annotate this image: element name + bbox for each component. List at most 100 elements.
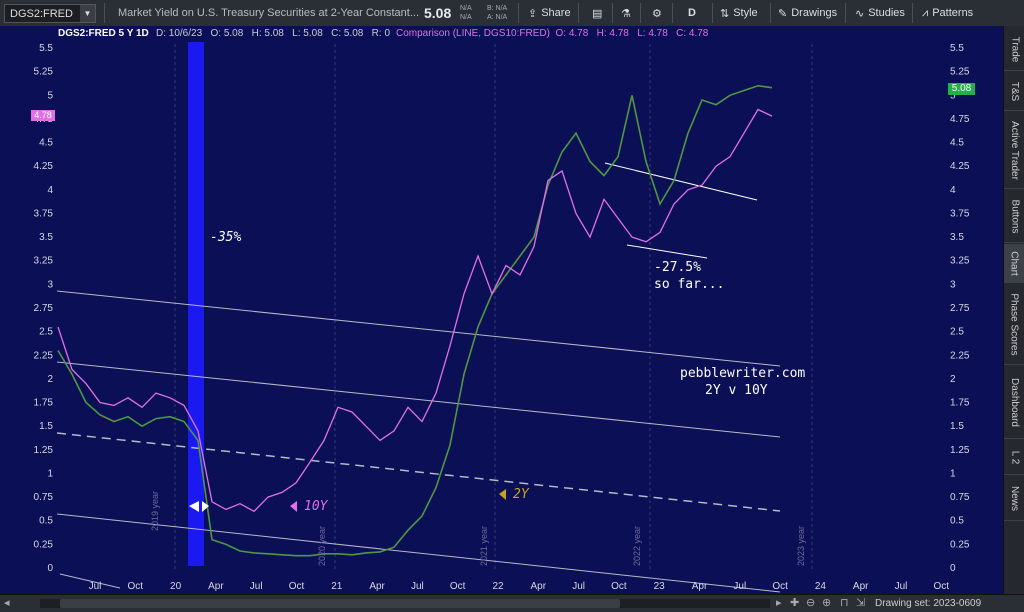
pencil-icon: ✎ — [778, 7, 788, 20]
x-axis: Jul Oct 20 Apr Jul Oct 21 Apr Jul Oct 22 Apr Jul Oct 2… — [89, 581, 950, 592]
share-button[interactable]: ⇪ Share — [528, 0, 571, 26]
tab-l-2[interactable]: L 2 — [1004, 440, 1024, 475]
trend-line-bottom — [626, 244, 708, 259]
y-tick-right: 4 — [950, 185, 956, 196]
style-button[interactable]: ⇅ Style — [720, 0, 758, 26]
zoom-in-icon[interactable]: ⊕ — [822, 597, 832, 609]
y-tick-right: 4.5 — [950, 138, 964, 149]
y-tick-left: 5 — [47, 90, 53, 101]
covid-highlight-band — [188, 42, 204, 566]
x-tick: Jul — [895, 581, 908, 592]
aggregation-button[interactable]: D — [688, 7, 696, 19]
chart-svg[interactable]: 5.5 5.25 5 4.75 4.5 4.25 4 3.75 3.5 3.25 3 2.75 2.5 2… — [0, 26, 1003, 594]
label-10y: 10Y — [304, 499, 328, 514]
zoom-icon[interactable]: ✚ — [790, 597, 800, 609]
year-marker-2020: 2020 year — [317, 525, 327, 566]
ohlc-readout: D: 10/6/23 O: 5.08 H: 5.08 L: 5.08 C: 5.… — [156, 28, 391, 39]
tab-phase-scores[interactable]: Phase Scores — [1004, 284, 1024, 365]
y-tick-right: 0 — [950, 563, 956, 574]
price-tag-left: 4.78 — [31, 110, 55, 121]
marker-right-icon — [202, 501, 209, 512]
x-tick: Oct — [289, 581, 305, 592]
flask-icon[interactable]: ⚗ — [621, 7, 631, 20]
x-tick: Apr — [692, 581, 708, 592]
y-tick-left: 2.75 — [34, 303, 54, 314]
x-tick: 21 — [331, 581, 343, 592]
tab-label: Chart — [1009, 250, 1021, 276]
tab-buttons[interactable]: Buttons — [1004, 190, 1024, 243]
y-tick-right: 4.75 — [950, 114, 970, 125]
share-icon: ⇪ — [528, 7, 538, 20]
toolbar: DGS2:FRED ▼ Market Yield on U.S. Treasur… — [0, 0, 1024, 27]
style-label: Style — [733, 7, 758, 19]
tab-label: Trade — [1009, 36, 1021, 62]
drawing-set-label[interactable]: Drawing set: 2023-0609 — [875, 598, 982, 609]
studies-button[interactable]: ∿ Studies — [855, 0, 905, 26]
symbol-description: Market Yield on U.S. Treasury Securities… — [118, 7, 420, 19]
symbol-text: DGS2:FRED — [10, 7, 73, 20]
tab-chart[interactable]: Chart — [1004, 244, 1024, 283]
y-tick-left: 0.25 — [34, 539, 54, 550]
time-scrollbar-thumb[interactable] — [60, 599, 620, 608]
tab-trade[interactable]: Trade — [1004, 28, 1024, 71]
annotation-drop: -35% — [210, 230, 242, 245]
channel-line-top — [56, 290, 781, 367]
tab-label: Buttons — [1009, 199, 1021, 233]
gear-icon[interactable]: ⚙ — [652, 7, 662, 20]
y-tick-left: 0.5 — [39, 516, 53, 527]
annotation-drawdown-2: so far... — [654, 277, 725, 292]
site-label-2: 2Y v 10Y — [705, 383, 768, 398]
y-tick-right: 4.25 — [950, 161, 970, 172]
scroll-right-icon[interactable]: ▸ — [776, 597, 782, 609]
y-tick-left: 3.25 — [34, 256, 54, 267]
tab-dashboard[interactable]: Dashboard — [1004, 366, 1024, 439]
channel-line-lower — [56, 513, 781, 593]
price-tag-right: 5.08 — [948, 83, 975, 95]
drawings-button[interactable]: ✎ Drawings — [778, 0, 837, 26]
y-tick-left: 4.5 — [39, 138, 53, 149]
series-line-2y-down — [57, 85, 773, 557]
y-tick-right: 0.5 — [950, 516, 964, 527]
bottom-bar: ◂ ▸ ✚ ⊖ ⊕ ⊓ ⇲ Drawing set: 2023-0609 — [0, 594, 1024, 612]
symbol-selector[interactable]: DGS2:FRED ▼ — [4, 4, 96, 23]
studies-label: Studies — [868, 7, 905, 19]
chart-title: DGS2:FRED 5 Y 1D — [58, 28, 149, 39]
y-tick-left: 1.75 — [34, 398, 54, 409]
chevron-down-icon[interactable]: ▼ — [80, 5, 95, 22]
y-tick-left: 0.75 — [34, 492, 54, 503]
year-marker-2023: 2023 year — [796, 525, 806, 566]
zoom-out-icon[interactable]: ⊖ — [806, 597, 816, 609]
y-tick-right: 1.25 — [950, 445, 970, 456]
cursor-icon[interactable]: ⇲ — [856, 597, 866, 609]
year-marker-2021: 2021 year — [479, 525, 489, 566]
y-tick-left: 3.75 — [34, 208, 54, 219]
style-icon: ⇅ — [720, 7, 730, 20]
marker-left-icon — [189, 501, 199, 512]
scroll-left-icon[interactable]: ◂ — [4, 597, 10, 609]
notes-icon[interactable]: ▤ — [592, 7, 603, 20]
tab-news[interactable]: News — [1004, 476, 1024, 521]
trend-line-top — [604, 162, 758, 201]
tenyear-pointer-icon — [290, 501, 297, 512]
tab-t-s[interactable]: T&S — [1004, 72, 1024, 111]
drawings-label: Drawings — [791, 7, 838, 19]
y-tick-right: 1.75 — [950, 398, 970, 409]
y-tick-right: 2 — [950, 374, 956, 385]
chart-area[interactable]: 5.5 5.25 5 4.75 4.5 4.25 4 3.75 3.5 3.25 3 2.75 2.5 2… — [0, 26, 1003, 594]
y-tick-left: 1.5 — [39, 421, 53, 432]
x-tick: Apr — [369, 581, 385, 592]
y-tick-right: 3.75 — [950, 208, 970, 219]
y-tick-left: 5.25 — [34, 67, 54, 78]
tab-label: Active Trader — [1009, 120, 1021, 180]
tab-label: Dashboard — [1009, 377, 1021, 427]
x-tick: Jul — [572, 581, 585, 592]
label-2y: 2Y — [513, 487, 529, 502]
y-tick-right: 5 — [950, 90, 956, 101]
x-tick: Jul — [89, 581, 102, 592]
patterns-button[interactable]: ⩘ Patterns — [922, 0, 973, 26]
tab-active-trader[interactable]: Active Trader — [1004, 112, 1024, 189]
magnet-icon[interactable]: ⊓ — [840, 597, 849, 609]
site-label: pebblewriter.com — [680, 366, 806, 381]
y-tick-left: 4 — [47, 185, 53, 196]
x-tick: Apr — [853, 581, 869, 592]
